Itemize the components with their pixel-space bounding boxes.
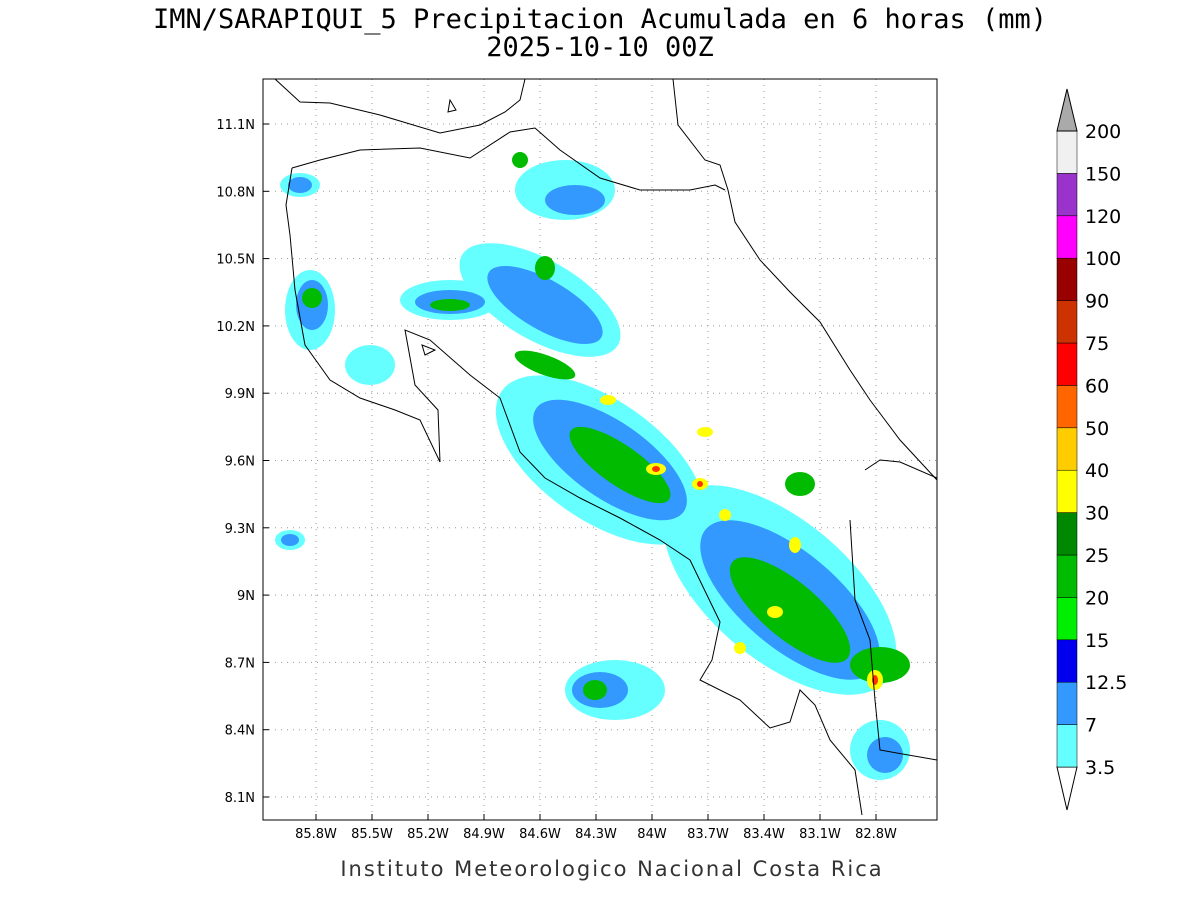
- colorbar-segment: [1056, 512, 1078, 556]
- colorbar-segment: [1056, 681, 1078, 725]
- colorbar-label: 50: [1085, 418, 1109, 440]
- colorbar-segment: [1056, 469, 1078, 513]
- lat-tick-label: 11.1N: [216, 118, 255, 133]
- colorbar-over: [1056, 88, 1078, 132]
- lon-tick-label: 84.6W: [519, 827, 561, 842]
- colorbar-segment: [1056, 300, 1078, 344]
- lon-tick-label: 85.5W: [351, 827, 393, 842]
- colorbar-label: 20: [1085, 587, 1109, 609]
- colorbar-segment: [1056, 427, 1078, 471]
- colorbar-label: 25: [1085, 545, 1109, 567]
- colorbar-segment: [1056, 554, 1078, 598]
- coastline: [274, 79, 937, 816]
- colorbar-label: 75: [1085, 333, 1109, 355]
- colorbar-label: 3.5: [1085, 757, 1115, 779]
- colorbar-label: 100: [1085, 248, 1121, 270]
- lat-tick-label: 8.4N: [225, 724, 255, 739]
- colorbar-segment: [1056, 597, 1078, 641]
- colorbar-segment: [1056, 724, 1078, 768]
- lat-tick-label: 10.2N: [216, 320, 255, 335]
- lon-tick-label: 85.8W: [295, 827, 337, 842]
- subtitle: 2025-10-10 00Z: [486, 32, 714, 63]
- colorbar-label: 15: [1085, 630, 1109, 652]
- lon-tick-label: 84.9W: [463, 827, 505, 842]
- precip-field: [275, 152, 910, 780]
- axis-ticks: 85.8W 85.5W 85.2W 84.9W 84.6W 84.3W 84W 83.7W 83…: [216, 118, 897, 842]
- lon-tick-label: 84W: [637, 827, 667, 842]
- lat-tick-label: 9N: [237, 589, 255, 604]
- colorbar-under: [1056, 766, 1078, 811]
- colorbar: 3.5 7 12.5 15 20 25 30 40 50 60 75 90 100 120 150 200: [1056, 88, 1127, 811]
- lon-tick-label: 83.1W: [799, 827, 841, 842]
- colorbar-segment: [1056, 215, 1078, 259]
- colorbar-segment: [1056, 173, 1078, 217]
- lat-tick-label: 9.6N: [225, 455, 255, 470]
- colorbar-label: 40: [1085, 460, 1109, 482]
- footer: Instituto Meteorologico Nacional Costa R…: [340, 857, 883, 881]
- lat-tick-label: 8.1N: [225, 791, 255, 806]
- lat-tick-label: 9.3N: [225, 522, 255, 537]
- lon-tick-label: 85.2W: [407, 827, 449, 842]
- lat-tick-label: 9.9N: [225, 387, 255, 402]
- colorbar-segment: [1056, 130, 1078, 174]
- lon-tick-label: 83.4W: [743, 827, 785, 842]
- colorbar-segment: [1056, 639, 1078, 683]
- map-frame: [262, 78, 938, 821]
- colorbar-label: 12.5: [1085, 672, 1127, 694]
- colorbar-label: 60: [1085, 375, 1109, 397]
- colorbar-segment: [1056, 342, 1078, 386]
- colorbar-segment: [1056, 257, 1078, 301]
- colorbar-label: 120: [1085, 206, 1121, 228]
- colorbar-label: 150: [1085, 163, 1121, 185]
- title: IMN/SARAPIQUI_5 Precipitacion Acumulada …: [153, 4, 1047, 35]
- lon-tick-label: 84.3W: [575, 827, 617, 842]
- colorbar-label: 30: [1085, 503, 1109, 525]
- lon-tick-label: 83.7W: [687, 827, 729, 842]
- lat-tick-label: 8.7N: [225, 656, 255, 671]
- lat-tick-label: 10.8N: [216, 185, 255, 200]
- colorbar-label: 200: [1085, 121, 1121, 143]
- lat-tick-label: 10.5N: [216, 253, 255, 268]
- colorbar-label: 90: [1085, 291, 1109, 313]
- lon-tick-label: 82.8W: [855, 827, 897, 842]
- colorbar-segment: [1056, 385, 1078, 429]
- colorbar-label: 7: [1085, 715, 1097, 737]
